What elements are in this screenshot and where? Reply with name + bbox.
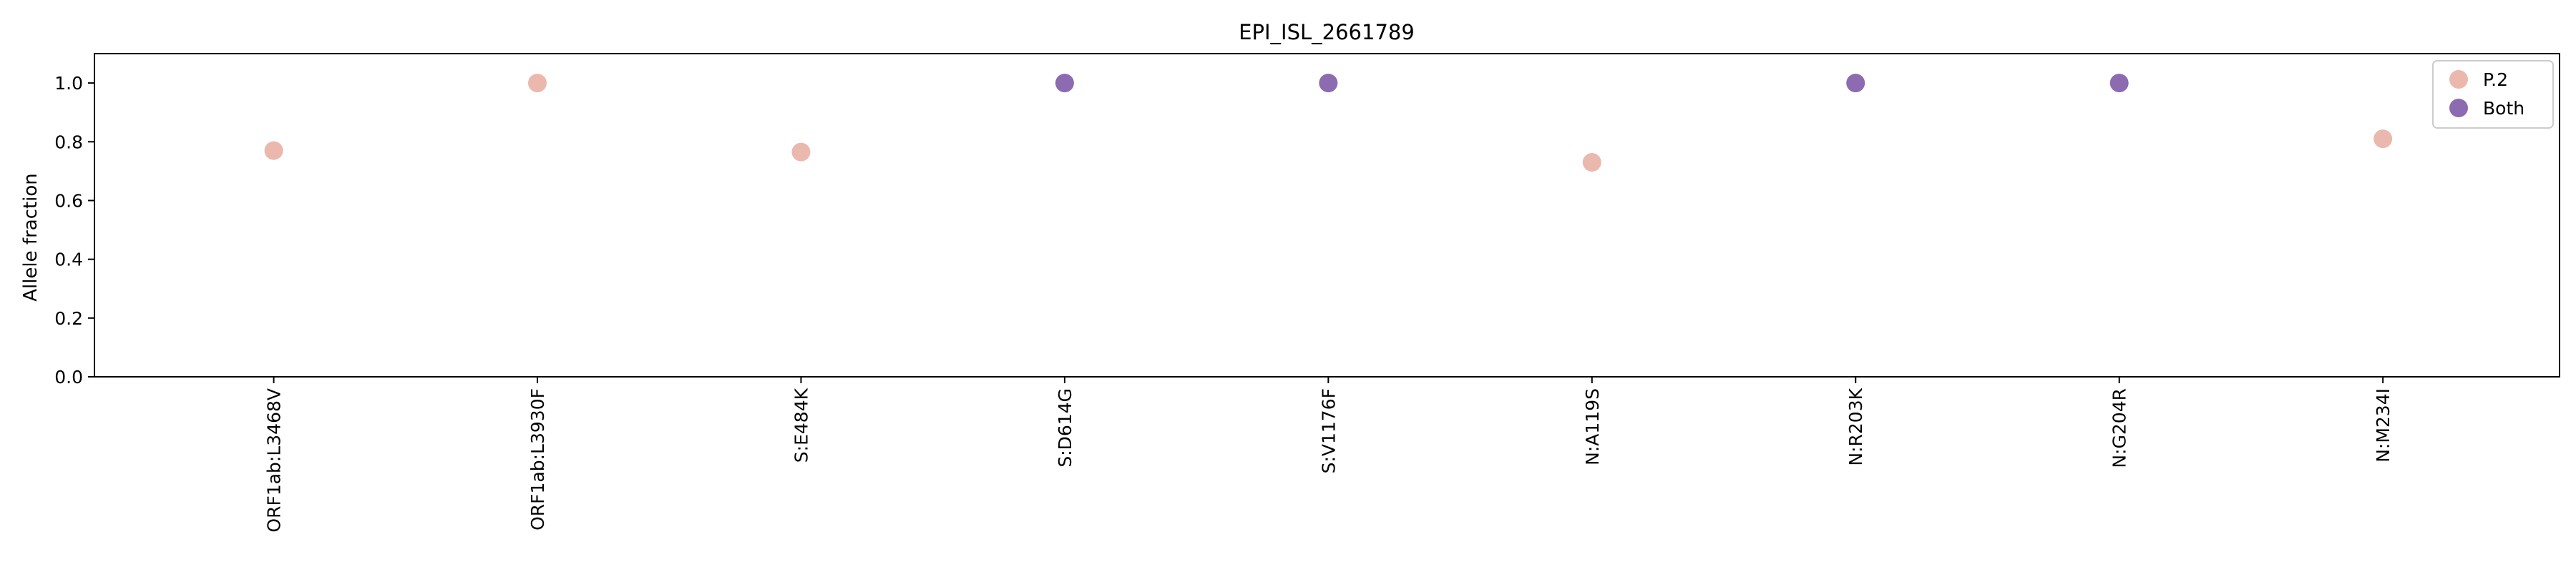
x-tick-label: ORF1ab:L3930F [527,388,548,531]
x-tick-label: S:D614G [1055,388,1075,468]
legend: P.2 Both [2432,60,2554,129]
legend-marker [2449,99,2468,117]
data-point-p-2 [2373,129,2393,149]
x-tick-label: S:V1176F [1318,388,1339,473]
data-point-both [2109,74,2129,93]
data-point-both [1846,74,1865,93]
data-points [264,74,2393,172]
x-tick-label: ORF1ab:L3468V [264,388,285,533]
y-axis-label: Allele fraction [20,173,42,302]
legend-label: Both [2483,98,2524,119]
x-tick-label: N:A119S [1582,388,1603,465]
y-tick-label: 0.2 [54,308,83,329]
data-point-p-2 [791,142,811,162]
x-tick-label: N:R203K [1845,388,1866,465]
y-tick-label: 0.4 [54,250,83,270]
y-tick-label: 1.0 [54,73,83,94]
y-tick-label: 0.0 [54,367,83,388]
data-point-p-2 [1582,153,1601,172]
y-axis-ticks: 0.0 0.2 0.4 0.6 0.8 1.0 [54,73,94,388]
y-tick-label: 0.6 [54,190,83,211]
data-point-p-2 [264,141,283,160]
legend-label: P.2 [2483,69,2508,90]
plot-area-frame [94,53,2560,378]
chart-title: EPI_ISL_2661789 [1239,20,1415,44]
x-tick-label: N:M234I [2373,388,2394,463]
x-tick-label: N:G204R [2109,388,2130,468]
x-tick-label: S:E484K [791,388,811,463]
y-tick-label: 0.8 [54,132,83,152]
data-point-both [1055,74,1074,93]
x-axis-ticks: ORF1ab:L3468V ORF1ab:L3930F S:E484K S:D614G… [264,377,2394,533]
data-point-both [1319,74,1338,93]
data-point-p-2 [527,74,547,93]
legend-marker [2449,70,2468,89]
